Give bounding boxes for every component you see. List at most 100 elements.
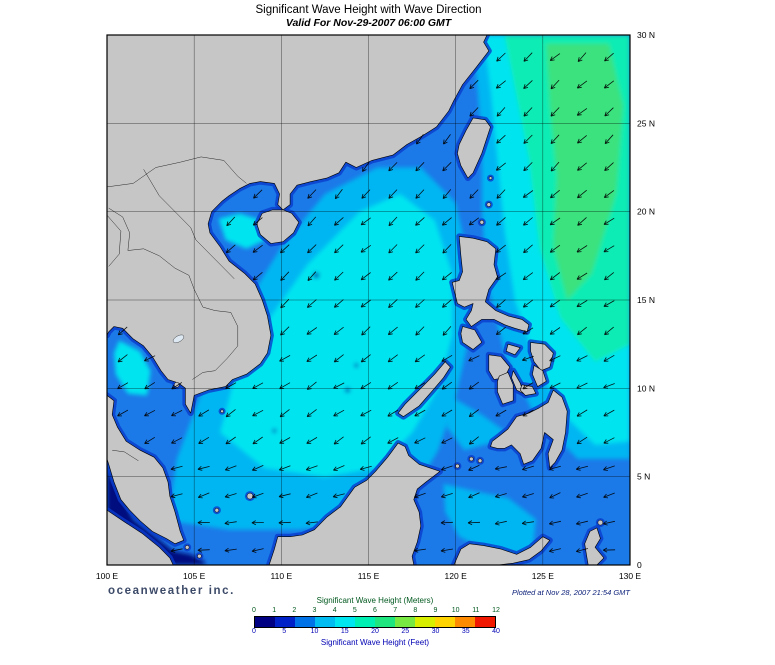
wave-arrow — [387, 381, 399, 390]
meters-tick-label: 10 — [451, 607, 460, 614]
wave-arrow — [333, 409, 345, 417]
wave-arrow — [360, 409, 372, 417]
wave-arrow — [550, 79, 560, 90]
wave-arrow — [333, 382, 345, 389]
island-dot — [455, 463, 460, 469]
land-polygon — [453, 536, 551, 565]
wave-arrow — [360, 272, 371, 281]
wave-arrow — [550, 161, 560, 172]
wave-arrow — [441, 465, 453, 471]
wave-arrow — [442, 244, 452, 254]
wave-arrow — [307, 189, 317, 199]
wave-arrow — [415, 217, 425, 226]
wave-arrow — [226, 216, 236, 227]
lat-axis-label: 5 N — [637, 472, 650, 482]
country-border-line — [112, 449, 139, 462]
wave-arrow — [468, 355, 480, 362]
wave-arrow — [253, 189, 263, 199]
wave-arrow — [305, 465, 318, 471]
lon-axis-label: 120 E — [445, 571, 468, 581]
legend-colorbar — [254, 616, 496, 628]
wave-arrow — [307, 271, 317, 281]
legend-feet-ticks: 0 5 10 15 20 25 30 35 40 — [252, 628, 500, 636]
wave-arrow — [602, 547, 616, 553]
land-polygon — [584, 527, 605, 565]
wave-arrow — [495, 326, 506, 335]
wave-arrow — [469, 79, 479, 90]
wave-arrow — [604, 162, 614, 171]
wave-arrow — [225, 382, 237, 389]
wave-arrow — [415, 244, 425, 254]
wave-arrow — [548, 465, 561, 471]
wave-arrow — [225, 436, 236, 445]
wave-arrow — [387, 326, 398, 336]
wave-arrow — [576, 80, 588, 89]
wave-arrow — [388, 299, 398, 308]
land-polygon — [460, 326, 483, 350]
wave-arrow — [197, 492, 210, 499]
wave-arrow — [496, 217, 506, 226]
wave-arrow — [575, 548, 588, 553]
wave-arrow — [576, 108, 588, 116]
wave-arrow — [224, 547, 237, 553]
wave-arrow — [603, 245, 615, 253]
wave-arrow — [602, 520, 615, 526]
wave-arrow — [280, 298, 290, 309]
lat-axis-label: 0 — [637, 560, 642, 570]
landmass — [107, 35, 605, 565]
meters-tick-label: 4 — [332, 607, 337, 614]
wave-arrow — [415, 326, 425, 336]
land-polygon — [268, 442, 441, 565]
wave-arrow — [280, 244, 290, 254]
wave-arrow — [305, 492, 318, 499]
wave-arrow — [117, 382, 129, 390]
lon-axis-label: 100 E — [96, 571, 119, 581]
wave-arrow — [305, 520, 318, 526]
legend-meters-ticks: 0 1 2 3 4 5 6 7 8 9 10 11 12 — [252, 607, 500, 615]
wave-arrow — [523, 80, 533, 89]
wave-arrow — [415, 162, 425, 172]
island-dot — [477, 458, 483, 464]
wave-arrow — [469, 189, 479, 199]
meters-tick-label: 11 — [472, 607, 480, 614]
wave-arrow — [144, 436, 156, 444]
wave-arrow — [440, 520, 453, 526]
wave-arrow — [575, 465, 588, 471]
wave-arrow — [523, 217, 533, 226]
wave-arrow — [522, 327, 534, 335]
country-border-line — [107, 215, 122, 267]
wave-arrow — [522, 382, 534, 390]
island-dot — [597, 519, 604, 526]
wave-arrow — [197, 547, 210, 553]
island-dot — [486, 202, 492, 207]
sea-region — [114, 340, 151, 396]
wave-arrow — [467, 520, 481, 526]
wave-arrow — [522, 272, 534, 281]
shoal-spot — [272, 428, 277, 433]
wave-arrow — [415, 189, 425, 199]
wave-arrow — [252, 436, 263, 445]
wave-arrow — [496, 134, 506, 144]
wave-arrow — [333, 354, 344, 363]
wave-arrow — [442, 189, 452, 199]
wave-arrow — [414, 382, 426, 390]
wave-arrow — [171, 382, 183, 390]
shoal-spot — [313, 272, 320, 279]
wave-arrow — [523, 162, 533, 172]
wave-arrow — [333, 465, 345, 471]
lon-axis-label: 130 E — [619, 571, 642, 581]
wave-arrow — [494, 493, 507, 499]
wave-arrow — [575, 520, 588, 526]
wave-arrow — [576, 300, 588, 308]
wave-arrow — [224, 520, 237, 526]
wave-arrow — [496, 52, 506, 62]
wave-arrow — [279, 355, 291, 362]
land-polygon — [457, 117, 491, 179]
wave-arrow — [604, 134, 614, 145]
graticule — [107, 35, 630, 565]
meters-tick-label: 1 — [272, 607, 277, 614]
wave-arrow — [496, 189, 506, 199]
wave-arrow — [469, 107, 479, 117]
meters-tick-label: 7 — [393, 607, 398, 614]
